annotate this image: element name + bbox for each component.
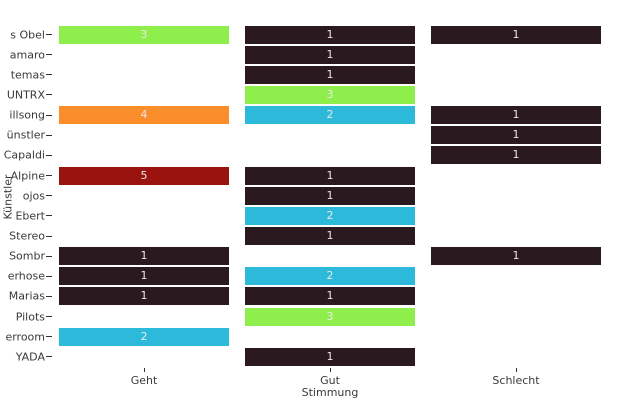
y-tick-label: erhose (7, 269, 45, 283)
x-tick-mark (330, 368, 331, 372)
y-tick-label: Sombr (9, 249, 45, 263)
heatmap-cell: 1 (59, 267, 229, 286)
y-tick-mark (46, 295, 52, 297)
y-tick-label: erroom (5, 330, 45, 344)
heatmap-cell: 1 (59, 287, 229, 306)
heatmap-cell: 1 (431, 106, 601, 125)
heatmap-cell: 1 (245, 45, 415, 64)
y-tick-mark (46, 336, 52, 338)
heatmap-cell: 3 (59, 25, 229, 44)
y-tick-label: temas (10, 68, 45, 82)
x-tick-label: Schlecht (492, 374, 540, 387)
x-tick-label: Gut (320, 374, 340, 387)
heatmap-cell: 2 (245, 206, 415, 225)
y-tick-mark (46, 275, 52, 277)
heatmap-cell: 1 (431, 247, 601, 266)
heatmap-cell: 1 (431, 126, 601, 145)
heatmap-cell: 2 (245, 267, 415, 286)
x-axis-title: Stimmung (301, 386, 359, 399)
heatmap-cell: 1 (431, 146, 601, 165)
y-tick-mark (46, 175, 52, 177)
heatmap-cell: 5 (59, 166, 229, 185)
heatmap-cell: 1 (431, 25, 601, 44)
y-tick-label: Pilots (15, 310, 45, 324)
heatmap-cell: 1 (245, 65, 415, 84)
y-tick-mark (46, 195, 52, 197)
heatmap-cell: 1 (245, 25, 415, 44)
heatmap-cell: 2 (59, 327, 229, 346)
heatmap-cell: 1 (59, 247, 229, 266)
y-tick-label: amaro (9, 48, 45, 62)
y-tick-mark (46, 54, 52, 56)
heatmap-cell: 4 (59, 106, 229, 125)
y-tick-label: illsong (9, 108, 45, 122)
y-tick-label: ojos (22, 189, 45, 203)
x-tick-label: Geht (130, 374, 158, 387)
heatmap-cell: 1 (245, 166, 415, 185)
y-tick-label: Stereo (9, 229, 45, 243)
x-tick-mark (516, 368, 517, 372)
y-tick-mark (46, 94, 52, 96)
y-tick-mark (46, 114, 52, 116)
heatmap-cell: 1 (245, 347, 415, 366)
y-tick-mark (46, 215, 52, 217)
y-tick-label: Capaldi (3, 148, 45, 162)
y-tick-mark (46, 154, 52, 156)
y-tick-mark (46, 356, 52, 358)
y-tick-label: ünstler (6, 128, 45, 142)
heatmap-cell: 1 (245, 186, 415, 205)
y-axis-title: Künstler (1, 174, 15, 220)
y-tick-label: Marias (8, 289, 45, 303)
y-tick-mark (46, 235, 52, 237)
y-tick-label: UNTRX (6, 88, 45, 102)
heatmap-cell: 2 (245, 106, 415, 125)
y-tick-label: YADA (15, 350, 45, 364)
y-tick-mark (46, 255, 52, 257)
heatmap-cell: 3 (245, 85, 415, 104)
heatmap-cell: 3 (245, 307, 415, 326)
y-tick-mark (46, 316, 52, 318)
y-tick-mark (46, 34, 52, 35)
y-tick-mark (46, 134, 52, 136)
y-tick-label: Alpine (10, 169, 45, 183)
heatmap-cell: 1 (245, 227, 415, 245)
heatmap-cell: 1 (245, 287, 415, 306)
y-tick-label: Ebert (15, 209, 45, 223)
y-tick-label: s Obel (10, 28, 45, 41)
y-tick-mark (46, 74, 52, 76)
x-tick-mark (144, 368, 145, 372)
